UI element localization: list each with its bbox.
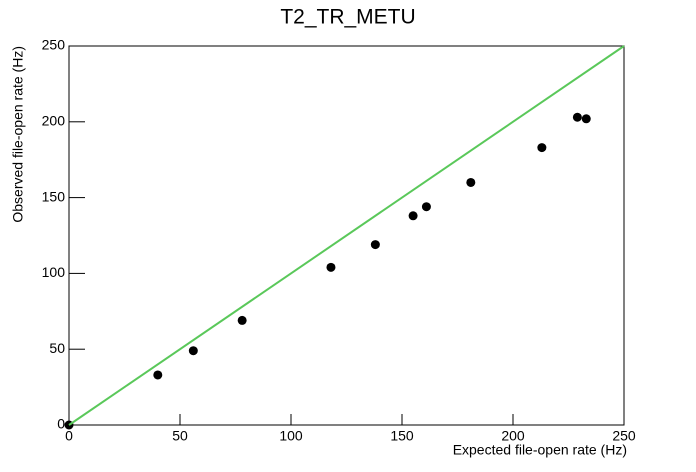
- x-tick-label: 50: [172, 428, 188, 444]
- data-point: [326, 262, 336, 272]
- data-point: [537, 143, 547, 153]
- data-point: [188, 346, 198, 356]
- x-tick-label: 250: [612, 428, 636, 444]
- data-point: [408, 211, 418, 221]
- y-tick-label: 0: [57, 416, 65, 432]
- y-axis-title: Observed file-open rate (Hz): [10, 46, 26, 223]
- x-tick-label: 100: [279, 428, 303, 444]
- x-tick-label: 150: [390, 428, 414, 444]
- y-tick-label: 200: [42, 113, 66, 129]
- y-tick-label: 50: [49, 340, 65, 356]
- y-tick-label: 150: [42, 188, 66, 204]
- y-tick-label: 250: [42, 37, 66, 53]
- data-point: [237, 315, 247, 325]
- data-point: [421, 202, 431, 212]
- plot-frame: [68, 45, 625, 426]
- reference-line: [68, 45, 625, 426]
- data-point: [153, 370, 163, 380]
- x-axis-title: Expected file-open rate (Hz): [453, 442, 627, 458]
- x-tick-label: 200: [501, 428, 525, 444]
- x-tick-label: 0: [65, 428, 73, 444]
- chart-title: T2_TR_METU: [280, 6, 415, 29]
- data-point: [466, 177, 476, 187]
- data-point: [581, 114, 591, 124]
- data-point: [572, 112, 582, 122]
- y-tick-label: 100: [42, 264, 66, 280]
- data-point: [370, 240, 380, 250]
